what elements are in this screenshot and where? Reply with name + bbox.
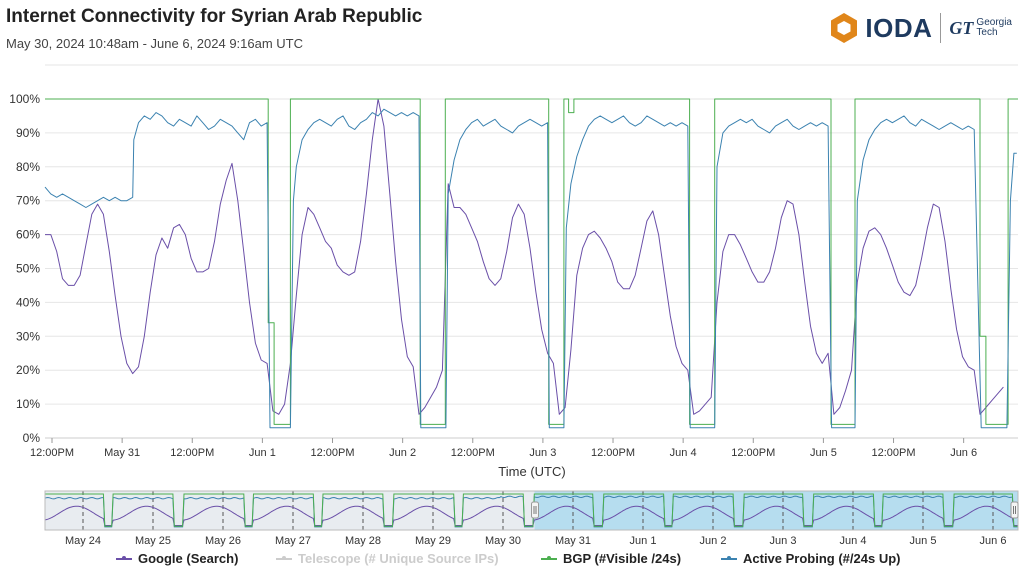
y-tick-label: 80% [16, 160, 40, 174]
x-tick-label: 12:00PM [872, 447, 916, 459]
logo-divider [940, 13, 942, 43]
y-tick-label: 50% [16, 262, 40, 276]
georgia-tech-line1: Georgia [976, 17, 1012, 28]
navigator-tick-label: Jun 6 [980, 535, 1007, 547]
legend-label-active-probing: Active Probing (#/24s Up) [743, 551, 901, 566]
chart-subtitle: May 30, 2024 10:48am - June 6, 2024 9:16… [6, 36, 304, 51]
navigator[interactable]: May 24 May 25 May 26 May 27 May 28 May 29 May … [0, 488, 1024, 548]
ioda-hexagon-icon [831, 13, 858, 43]
x-axis: 12:00PM May 31 12:00PM Jun 1 12:00PM Jun 2 12:… [30, 438, 977, 459]
legend-marker-bgp [541, 555, 557, 560]
x-tick-label: May 31 [104, 447, 140, 459]
y-tick-label: 90% [16, 126, 40, 140]
x-tick-label: Jun 6 [950, 447, 977, 459]
y-tick-label: 100% [9, 92, 40, 106]
x-tick-label: 12:00PM [311, 447, 355, 459]
y-tick-label: 40% [16, 295, 40, 309]
navigator-tick-label: May 25 [135, 535, 171, 547]
main-chart[interactable]: 0% 10% 20% 30% 40% 50% 60% 70% 80% 90% 100% 12:00P… [0, 0, 1024, 486]
navigator-tick-label: Jun 5 [910, 535, 937, 547]
grid-layer [45, 64, 1018, 439]
x-tick-label: 12:00PM [591, 447, 635, 459]
navigator-tick-label: May 24 [65, 535, 101, 547]
x-tick-label: Jun 2 [389, 447, 416, 459]
y-tick-label: 10% [16, 397, 40, 411]
georgia-tech-mark: GT [949, 17, 974, 38]
legend-marker-telescope [276, 555, 292, 560]
ioda-logo-text: IODA [865, 12, 933, 43]
y-tick-label: 20% [16, 363, 40, 377]
series-layer [44, 98, 1018, 429]
navigator-right-handle[interactable] [1010, 501, 1019, 519]
x-tick-label: 12:00PM [30, 447, 74, 459]
ioda-logo: IODA GT Georgia Tech [829, 10, 1012, 46]
chart-title: Internet Connectivity for Syrian Arab Re… [6, 6, 423, 27]
navigator-unselected-area [45, 491, 535, 530]
x-tick-label: 12:00PM [731, 447, 775, 459]
legend-item-active-probing[interactable]: Active Probing (#/24s Up) [721, 551, 900, 566]
georgia-tech-line2: Tech [976, 27, 998, 38]
georgia-tech-text: Georgia Tech [976, 18, 1012, 38]
legend-item-google[interactable]: Google (Search) [116, 551, 238, 566]
x-tick-label: 12:00PM [451, 447, 495, 459]
navigator-layer: May 24 May 25 May 26 May 27 May 28 May 29 May … [44, 490, 1019, 547]
legend-marker-google [116, 555, 132, 560]
navigator-tick-label: May 28 [345, 535, 381, 547]
navigator-tick-label: Jun 3 [770, 535, 797, 547]
y-tick-label: 70% [16, 194, 40, 208]
legend: Google (Search) Telescope (# Unique Sour… [0, 551, 1024, 571]
navigator-series-google [44, 505, 1018, 526]
navigator-tick-label: May 29 [415, 535, 451, 547]
navigator-tick-label: May 31 [555, 535, 591, 547]
legend-label-bgp: BGP (#Visible /24s) [563, 551, 682, 566]
x-tick-label: Jun 5 [810, 447, 837, 459]
y-tick-label: 30% [16, 329, 40, 343]
navigator-tick-label: Jun 2 [700, 535, 727, 547]
x-tick-label: Jun 1 [249, 447, 276, 459]
navigator-tick-label: Jun 1 [630, 535, 657, 547]
legend-label-google: Google (Search) [138, 551, 239, 566]
navigator-series-active-probing [44, 495, 1018, 528]
series-line-active-probing[interactable] [44, 108, 1017, 429]
series-line-google[interactable] [45, 98, 1004, 415]
navigator-series-bgp [45, 493, 1018, 527]
navigator-tick-label: May 26 [205, 535, 241, 547]
navigator-tick-label: May 27 [275, 535, 311, 547]
series-line-bgp[interactable] [45, 98, 1018, 425]
x-axis-title: Time (UTC) [498, 464, 565, 479]
y-tick-label: 60% [16, 228, 40, 242]
y-tick-label: 0% [23, 431, 41, 445]
legend-item-telescope[interactable]: Telescope (# Unique Source IPs) [276, 551, 499, 566]
legend-label-telescope: Telescope (# Unique Source IPs) [298, 551, 499, 566]
navigator-tick-label: May 30 [485, 535, 521, 547]
legend-item-bgp[interactable]: BGP (#Visible /24s) [541, 551, 681, 566]
x-tick-label: 12:00PM [170, 447, 214, 459]
x-tick-label: Jun 3 [529, 447, 556, 459]
y-axis: 0% 10% 20% 30% 40% 50% 60% 70% 80% 90% 100% [9, 92, 40, 445]
navigator-tick-label: Jun 4 [840, 535, 867, 547]
legend-marker-active-probing [721, 555, 737, 560]
navigator-left-handle[interactable] [531, 501, 539, 519]
x-tick-label: Jun 4 [670, 447, 697, 459]
